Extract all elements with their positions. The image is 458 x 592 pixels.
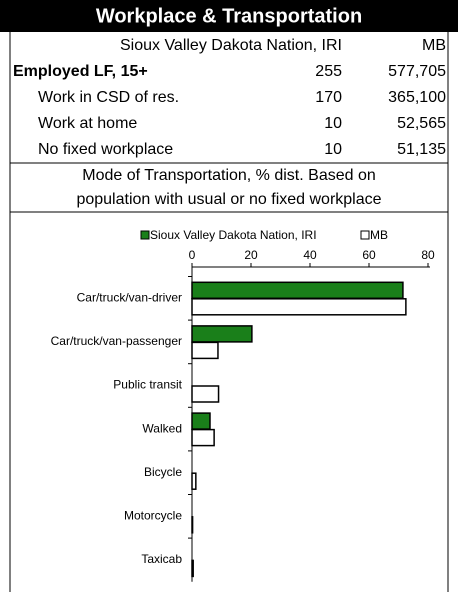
legend-swatch bbox=[140, 230, 150, 240]
row-label: Work in CSD of res. bbox=[38, 89, 179, 106]
title-bar bbox=[0, 0, 458, 32]
cell: 52,565 bbox=[397, 115, 446, 132]
cell: 170 bbox=[315, 89, 342, 106]
row-label: Work at home bbox=[38, 115, 137, 132]
x-tick-label: 20 bbox=[244, 248, 258, 262]
legend-swatch bbox=[360, 230, 370, 240]
category-label: Public transit bbox=[113, 378, 182, 392]
column-header: MB bbox=[422, 37, 446, 54]
category-label: Motorcycle bbox=[124, 508, 182, 522]
cell: 577,705 bbox=[388, 63, 446, 80]
legend-label: Sioux Valley Dakota Nation, IRI bbox=[150, 228, 317, 242]
bar bbox=[191, 516, 194, 534]
category-label: Taxicab bbox=[141, 552, 182, 566]
column-header: Sioux Valley Dakota Nation, IRI bbox=[120, 37, 342, 54]
x-tick-label: 0 bbox=[189, 248, 196, 262]
cell: 10 bbox=[324, 141, 342, 158]
bar bbox=[191, 472, 197, 490]
legend-label: MB bbox=[370, 228, 388, 242]
row-label: No fixed workplace bbox=[38, 141, 173, 158]
cell: 10 bbox=[324, 115, 342, 132]
bar bbox=[191, 385, 220, 403]
cell: 255 bbox=[315, 63, 342, 80]
row-label: Employed LF, 15+ bbox=[13, 63, 148, 80]
bar bbox=[191, 412, 211, 430]
bar bbox=[191, 298, 407, 316]
x-tick-label: 80 bbox=[421, 248, 435, 262]
cell: 51,135 bbox=[397, 141, 446, 158]
bar bbox=[191, 428, 215, 447]
category-label: Bicycle bbox=[144, 465, 182, 479]
category-label: Car/truck/van-driver bbox=[77, 290, 182, 304]
bar bbox=[191, 559, 194, 578]
x-tick-label: 40 bbox=[303, 248, 317, 262]
title: Workplace & Transportation bbox=[96, 5, 362, 27]
x-tick-label: 60 bbox=[362, 248, 376, 262]
section-text: population with usual or no fixed workpl… bbox=[76, 191, 381, 208]
section-text: Mode of Transportation, % dist. Based on bbox=[82, 167, 376, 184]
cell: 365,100 bbox=[388, 89, 446, 106]
bar bbox=[191, 325, 253, 343]
bar bbox=[191, 281, 404, 300]
bar bbox=[191, 341, 219, 360]
category-label: Car/truck/van-passenger bbox=[51, 334, 182, 348]
category-label: Walked bbox=[142, 421, 182, 435]
